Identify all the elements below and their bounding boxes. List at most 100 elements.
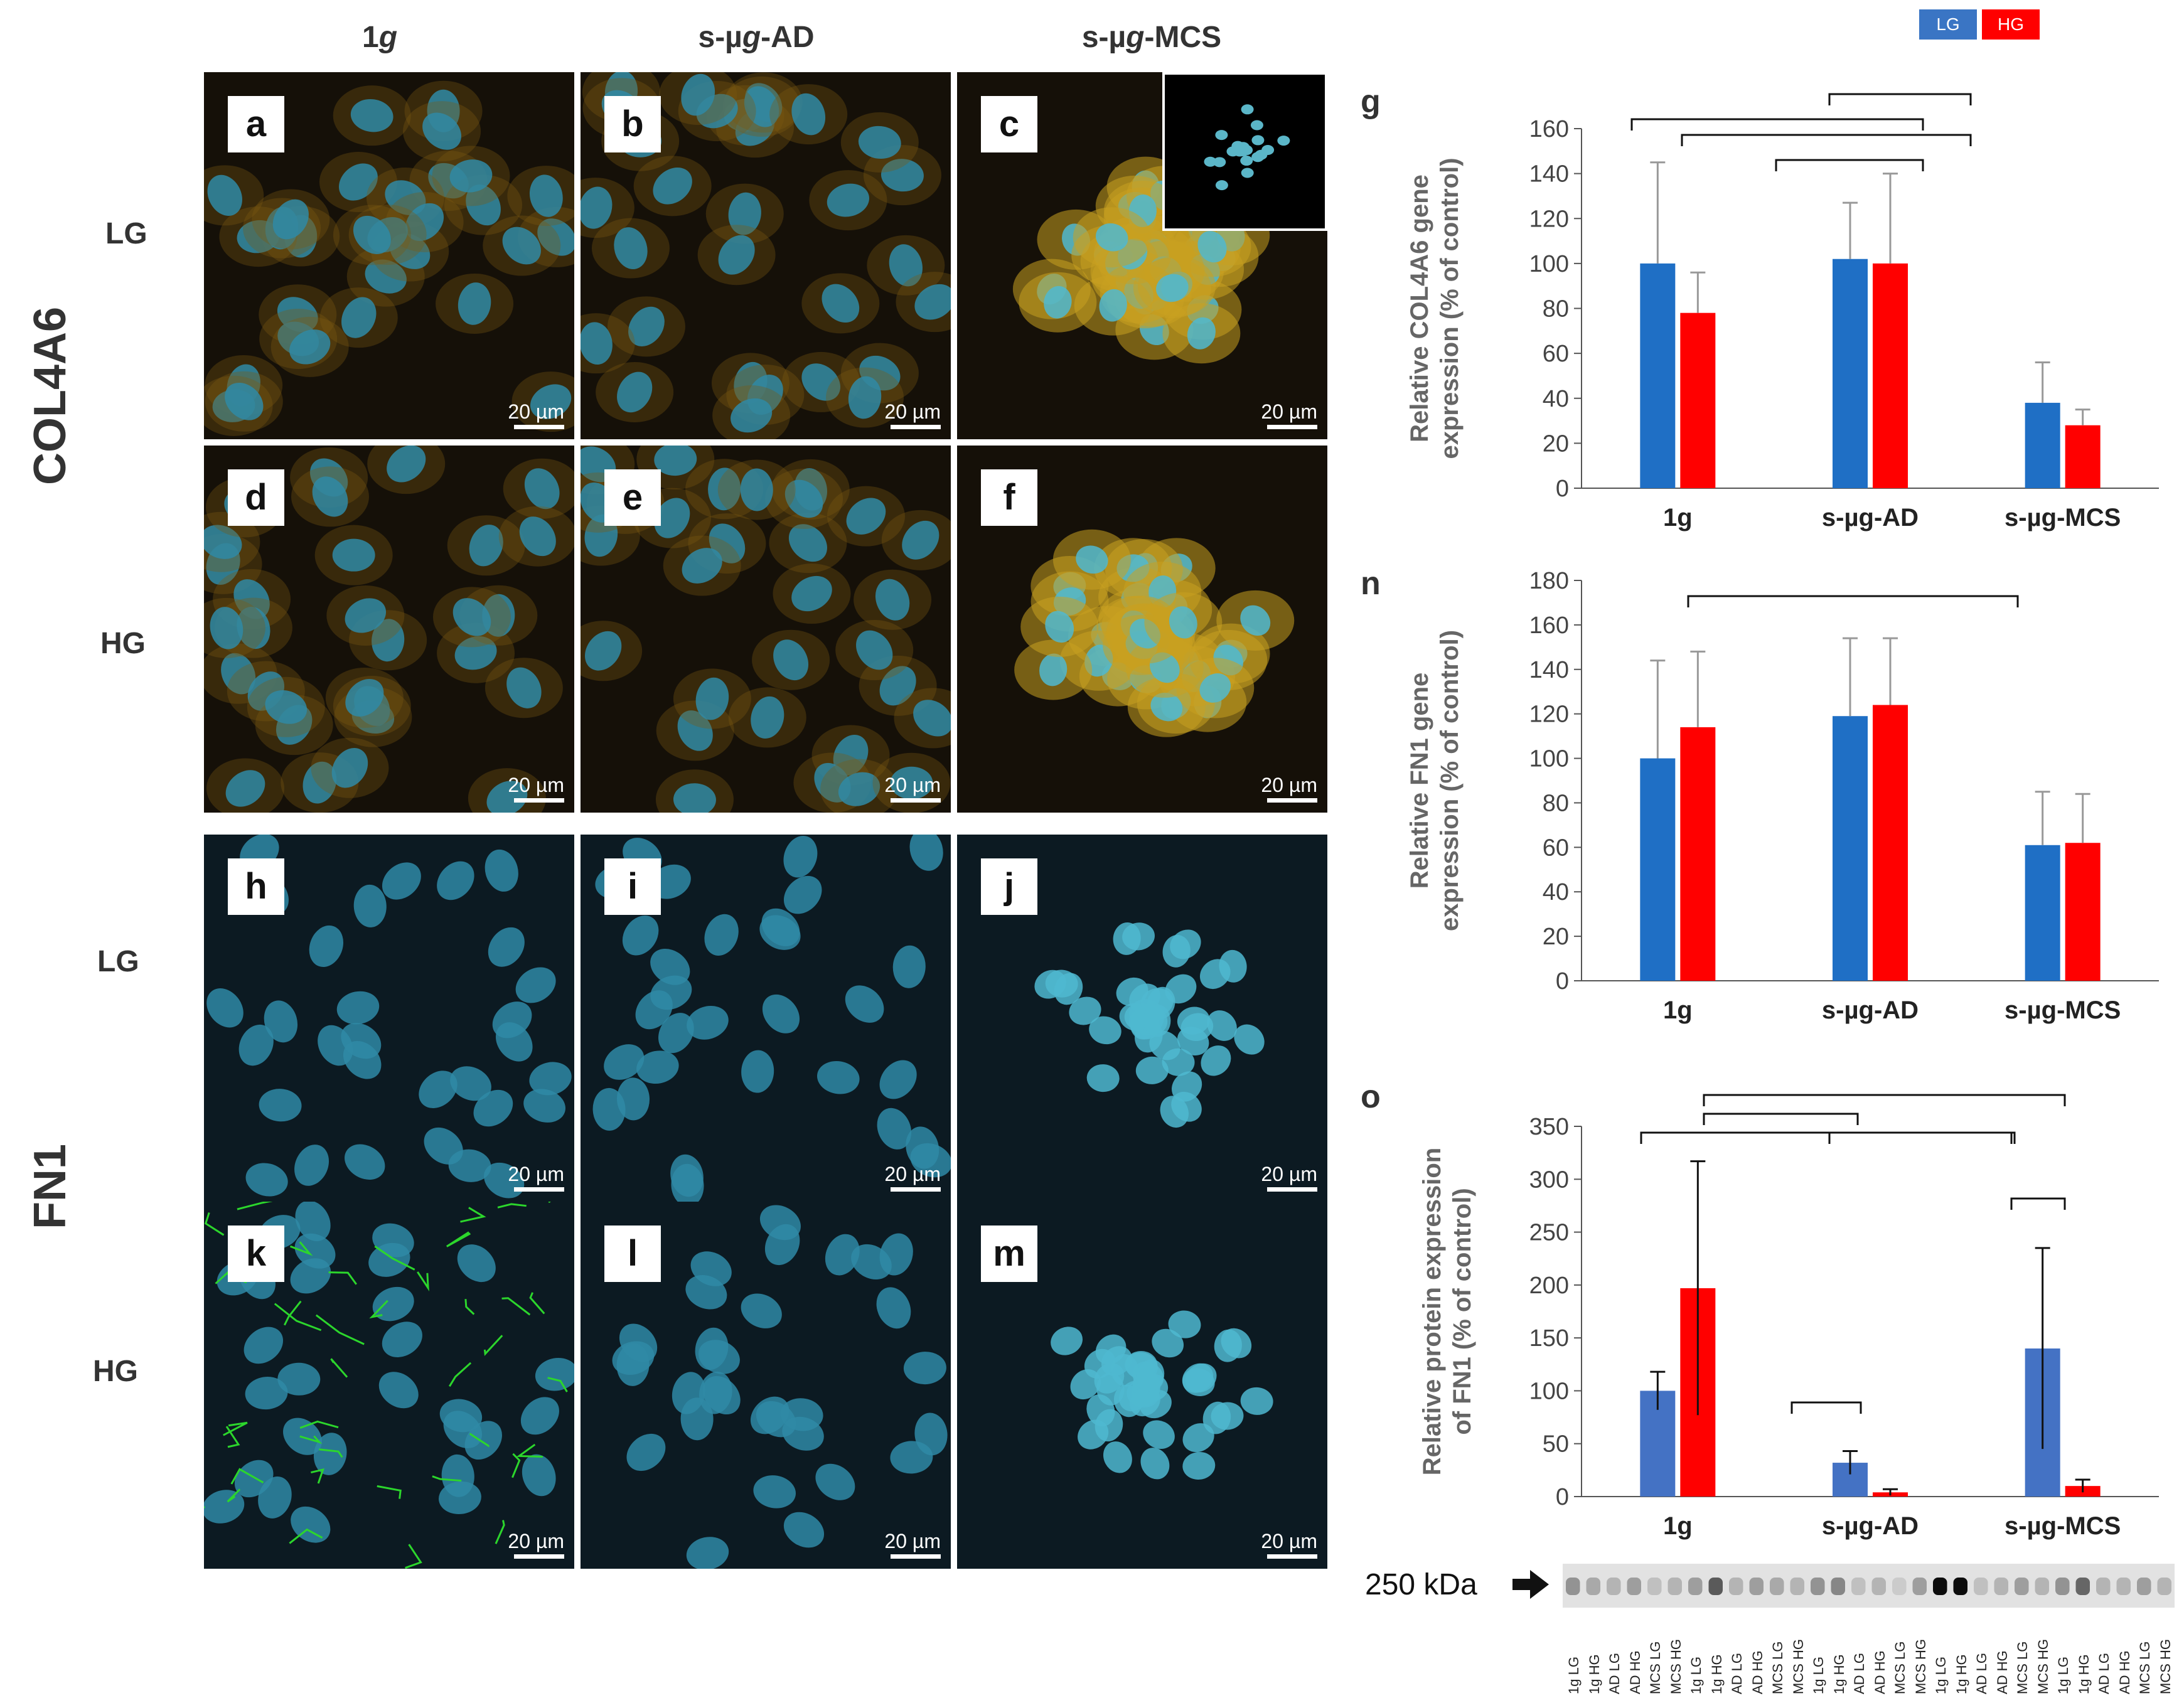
lane-label: 1g LG bbox=[1566, 1657, 1582, 1694]
scale-bar-label: 20 µm bbox=[1261, 400, 1317, 423]
scale-bar: 20 µm bbox=[1261, 774, 1317, 803]
scale-bar-label: 20 µm bbox=[884, 1163, 941, 1185]
lane-label: AD LG bbox=[1974, 1652, 1990, 1694]
column-header-mcs: s-µg-MCS bbox=[1081, 21, 1222, 54]
scale-bar-line bbox=[514, 1554, 564, 1559]
panel-letter-f: f bbox=[981, 469, 1037, 526]
significance-bracket-g bbox=[1630, 118, 1924, 131]
y-tick-label-n: 60 bbox=[1543, 835, 1569, 861]
lane-label: AD HG bbox=[1994, 1650, 2010, 1694]
lane-label: 1g LG bbox=[1811, 1657, 1827, 1694]
panel-letter-a: a bbox=[228, 96, 284, 152]
blot-band bbox=[1749, 1578, 1764, 1595]
micrograph-j: j 20 µm bbox=[957, 835, 1327, 1202]
micrograph-i: i 20 µm bbox=[581, 835, 951, 1202]
blot-band bbox=[1953, 1578, 1967, 1595]
y-tick-label-o: 250 bbox=[1529, 1220, 1569, 1246]
y-label-n-2: expression (% of control) bbox=[1436, 630, 1464, 931]
scale-bar-line bbox=[1267, 1554, 1317, 1559]
panel-letter-n: n bbox=[1361, 565, 1381, 602]
lane-label: 1g HG bbox=[1831, 1654, 1847, 1694]
panel-letter-m: m bbox=[981, 1225, 1037, 1282]
panel-letter-o: o bbox=[1361, 1079, 1381, 1115]
scale-bar-label: 20 µm bbox=[884, 774, 941, 796]
significance-bracket-o bbox=[1703, 1113, 1859, 1125]
scale-bar-line bbox=[514, 1187, 564, 1192]
scale-bar-line bbox=[891, 1554, 941, 1559]
scale-bar: 20 µm bbox=[508, 1163, 564, 1192]
blot-band bbox=[1912, 1578, 1927, 1595]
panel-letter-l: l bbox=[604, 1225, 661, 1282]
row-label-hg-2: HG bbox=[93, 1355, 138, 1388]
panel-letter-g: g bbox=[1361, 83, 1381, 120]
blot-band bbox=[2035, 1578, 2049, 1595]
bar-g-HG-2 bbox=[2065, 425, 2101, 488]
bar-n-HG-2 bbox=[2065, 843, 2101, 981]
scale-bar-line bbox=[1267, 425, 1317, 429]
y-tick-label-n: 80 bbox=[1543, 790, 1569, 816]
y-tick-label-n: 160 bbox=[1529, 612, 1569, 639]
lane-label: 1g HG bbox=[1586, 1654, 1602, 1694]
y-tick-label-g: 60 bbox=[1543, 341, 1569, 367]
y-tick-label-o: 50 bbox=[1543, 1431, 1569, 1458]
scale-bar-line bbox=[1267, 1187, 1317, 1192]
micrograph-e: e 20 µm bbox=[581, 446, 951, 813]
row-label-hg-1: HG bbox=[100, 627, 146, 660]
y-label-g-1: Relative COL4A6 gene bbox=[1406, 174, 1433, 442]
scale-bar: 20 µm bbox=[1261, 400, 1317, 429]
lane-label: MCS HG bbox=[2157, 1639, 2173, 1694]
y-tick-label-n: 0 bbox=[1556, 968, 1569, 995]
scale-bar: 20 µm bbox=[508, 774, 564, 803]
lane-label: MCS LG bbox=[1770, 1641, 1786, 1694]
y-tick-label-o: 150 bbox=[1529, 1325, 1569, 1352]
panel-letter-d: d bbox=[228, 469, 284, 526]
scale-bar-label: 20 µm bbox=[508, 1163, 564, 1185]
blot-band bbox=[1811, 1578, 1825, 1595]
panel-letter-h: h bbox=[228, 858, 284, 915]
y-tick-label-o: 350 bbox=[1529, 1114, 1569, 1140]
legend-hg: HG bbox=[1982, 9, 2040, 40]
significance-bracket-n bbox=[1687, 595, 2019, 607]
panel-letter-k: k bbox=[228, 1225, 284, 1282]
y-tick-label-g: 140 bbox=[1529, 161, 1569, 188]
y-tick-label-n: 40 bbox=[1543, 879, 1569, 905]
significance-bracket-o bbox=[1791, 1401, 1862, 1414]
scale-bar: 20 µm bbox=[1261, 1530, 1317, 1559]
blot-band bbox=[1933, 1578, 1947, 1595]
y-tick-label-g: 20 bbox=[1543, 430, 1569, 457]
blot-band bbox=[2096, 1578, 2111, 1595]
x-tick-label-o: s-µg-AD bbox=[1822, 1512, 1919, 1540]
x-tick-label-o: s-µg-MCS bbox=[2005, 1512, 2121, 1540]
panel-letter-c: c bbox=[981, 96, 1037, 152]
y-tick-label-n: 180 bbox=[1529, 568, 1569, 594]
blot-band bbox=[1994, 1578, 2008, 1595]
micrograph-c-inset bbox=[1162, 72, 1327, 231]
scale-bar-line bbox=[1267, 798, 1317, 803]
y-tick-label-n: 140 bbox=[1529, 657, 1569, 683]
blot-band bbox=[2157, 1578, 2171, 1595]
x-tick-label-g: 1g bbox=[1663, 504, 1693, 531]
blot-band bbox=[1627, 1578, 1641, 1595]
x-tick-label-n: s-µg-AD bbox=[1822, 996, 1919, 1024]
blot-band bbox=[1974, 1578, 1988, 1595]
column-header-ad: s-µg-AD bbox=[698, 21, 815, 54]
lane-label: AD LG bbox=[1607, 1652, 1623, 1694]
lane-label: 1g LG bbox=[1933, 1657, 1949, 1694]
blot-band bbox=[1871, 1578, 1886, 1595]
y-tick-label-g: 160 bbox=[1529, 116, 1569, 142]
lane-label: AD HG bbox=[1627, 1650, 1643, 1694]
x-tick-label-n: s-µg-MCS bbox=[2005, 996, 2121, 1024]
scale-bar-label: 20 µm bbox=[508, 1530, 564, 1552]
bar-g-LG-2 bbox=[2025, 402, 2060, 488]
scale-bar-line bbox=[891, 798, 941, 803]
blot-band bbox=[1607, 1578, 1621, 1595]
significance-bracket-o bbox=[1703, 1094, 2066, 1106]
bar-n-HG-1 bbox=[1873, 705, 1908, 981]
micrograph-f: f 20 µm bbox=[957, 446, 1327, 813]
micrograph-a: a 20 µm bbox=[204, 72, 574, 439]
panel-letter-i: i bbox=[604, 858, 661, 915]
micrograph-l: l 20 µm bbox=[581, 1202, 951, 1569]
scale-bar-line bbox=[514, 425, 564, 429]
blot-band bbox=[1851, 1578, 1866, 1595]
